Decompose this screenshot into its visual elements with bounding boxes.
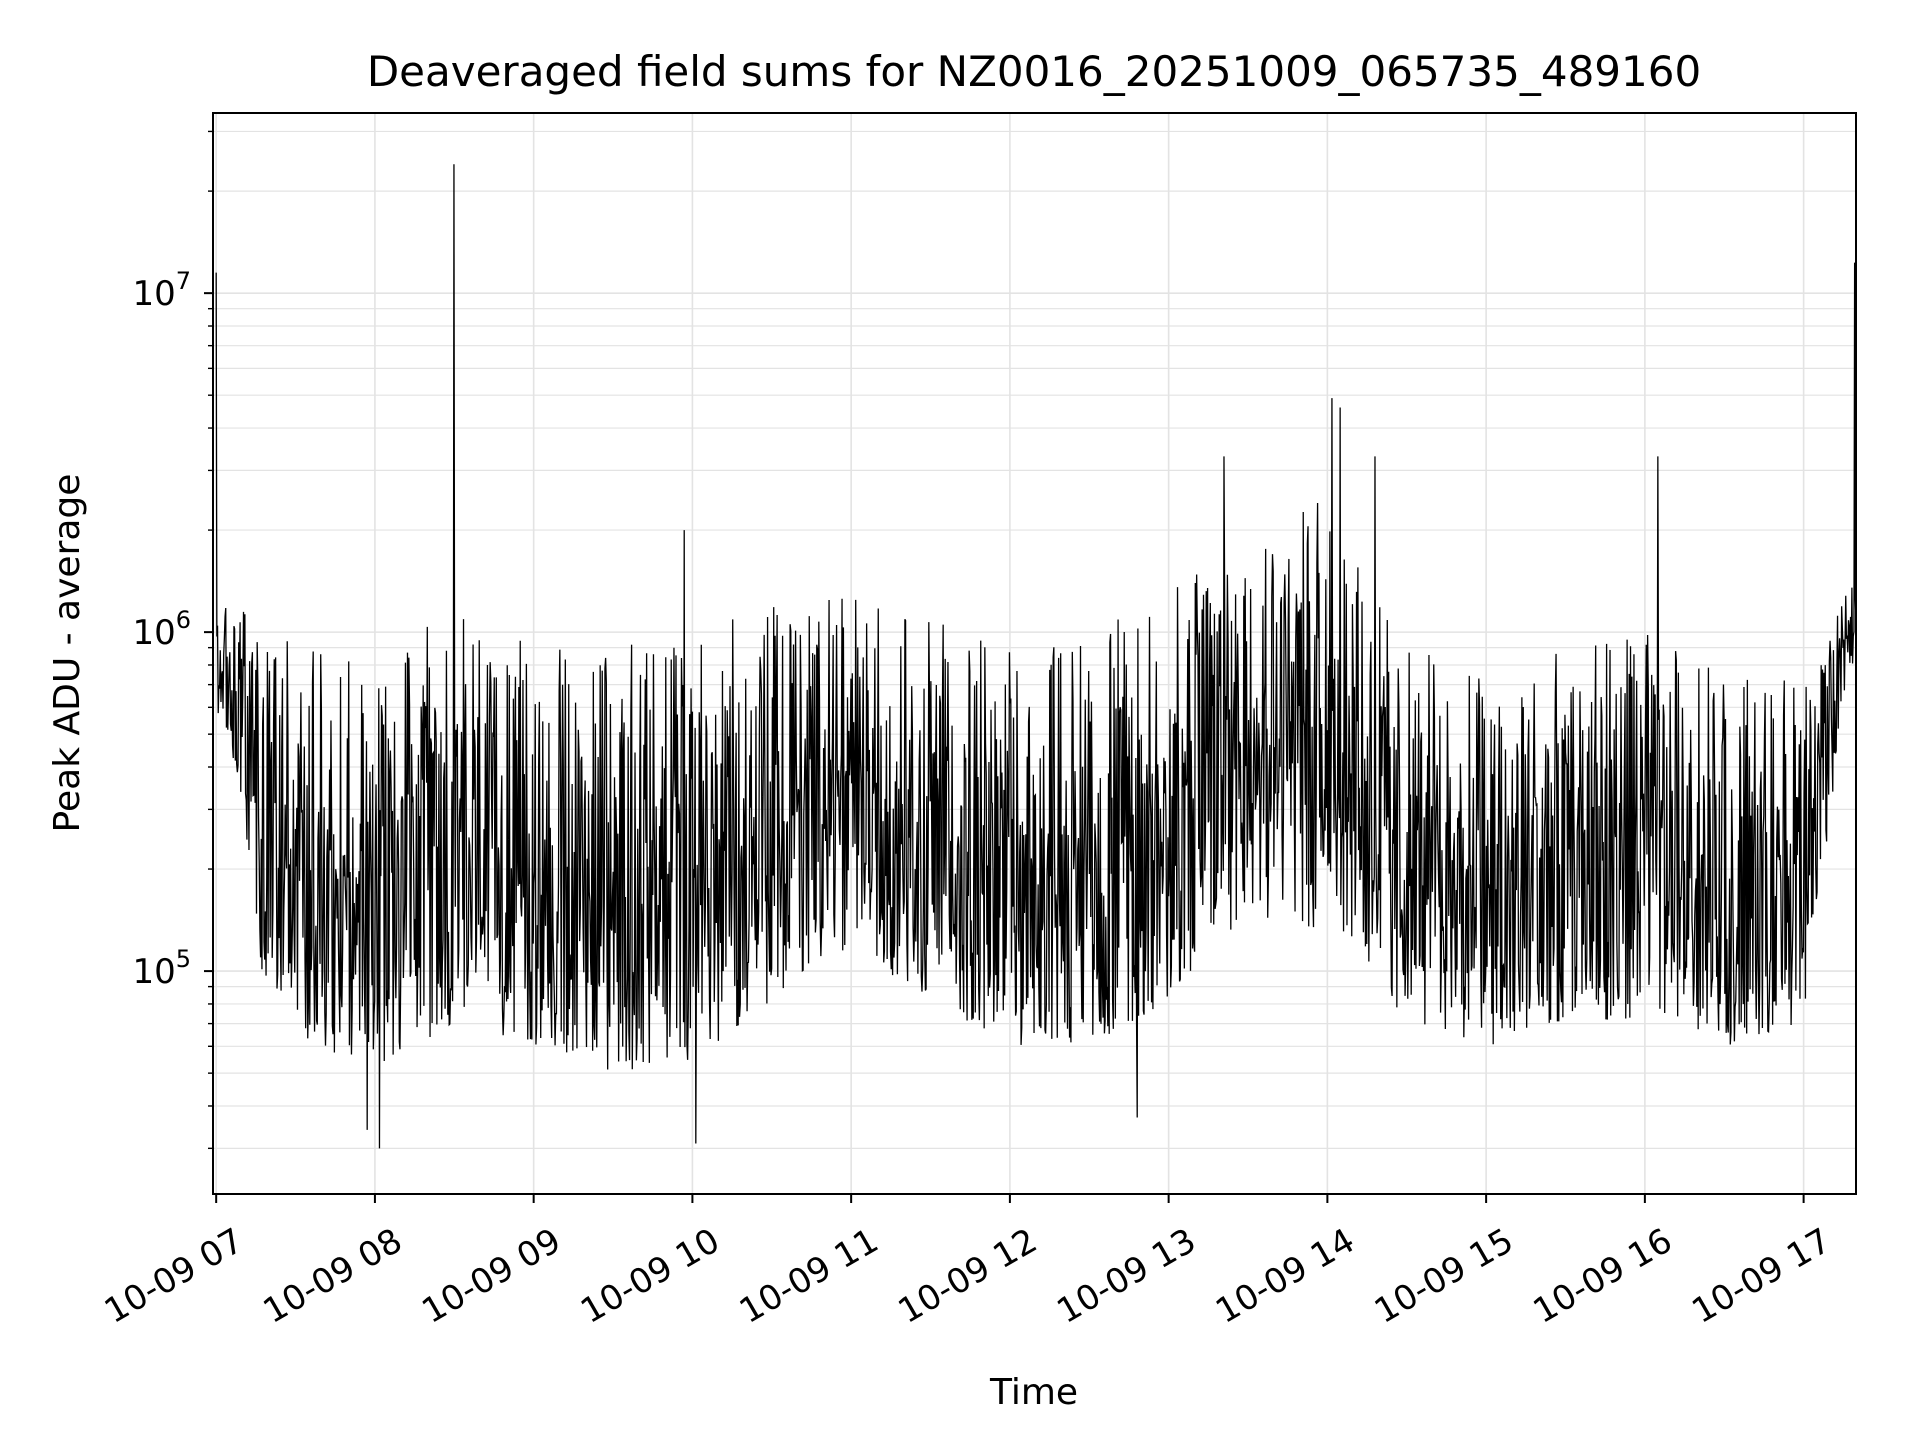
y-tick-exponent: 6 (176, 606, 191, 634)
y-tick-exponent: 7 (176, 267, 191, 295)
y-tick-base: 10 (132, 274, 175, 314)
x-axis-label: Time (989, 1372, 1078, 1413)
y-tick-label: 106 (132, 606, 191, 653)
plot-frame (212, 112, 1857, 1195)
y-tick-label: 105 (132, 945, 191, 992)
y-tick-label: 107 (132, 267, 191, 314)
y-tick-base: 10 (132, 952, 175, 992)
y-axis-label: Peak ADU - average (47, 474, 88, 833)
chart-title: Deaveraged field sums for NZ0016_2025100… (367, 47, 1701, 96)
series-line-group (215, 164, 1856, 1149)
y-tick-base: 10 (132, 613, 175, 653)
y-tick-exponent: 5 (176, 945, 191, 973)
series-line (215, 164, 1856, 1149)
